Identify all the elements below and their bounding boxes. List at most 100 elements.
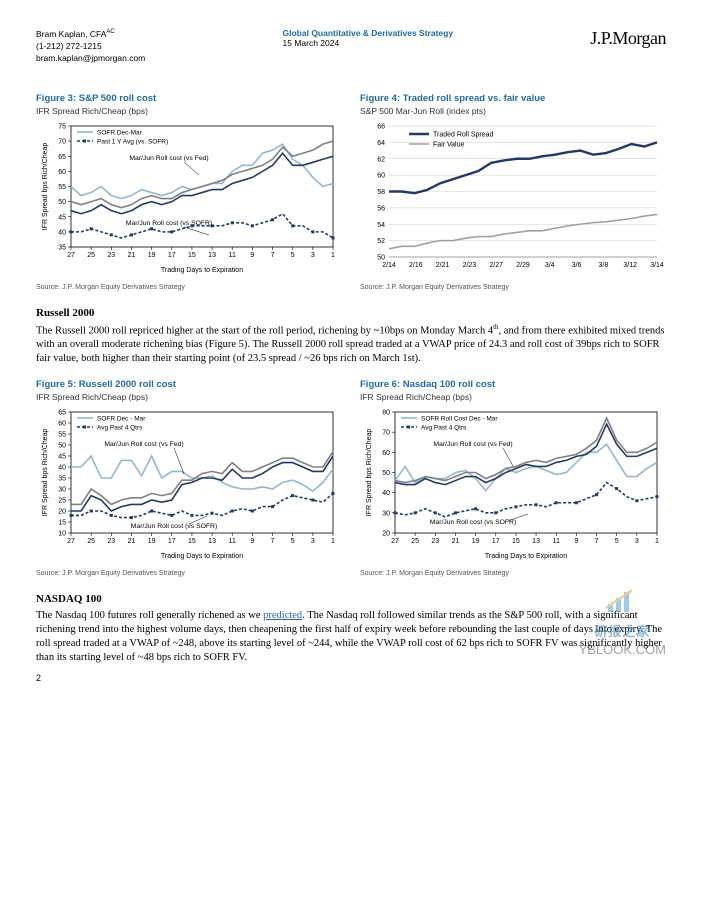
svg-text:SOFR Dec - Mar: SOFR Dec - Mar bbox=[97, 415, 146, 422]
svg-text:65: 65 bbox=[58, 153, 66, 160]
svg-text:58: 58 bbox=[377, 189, 385, 196]
svg-text:5: 5 bbox=[615, 538, 619, 545]
svg-text:9: 9 bbox=[250, 252, 254, 259]
fig3-source: Source: J.P. Morgan Equity Derivatives S… bbox=[36, 284, 342, 291]
author-name: Bram Kaplan, CFA bbox=[36, 29, 106, 39]
svg-text:1: 1 bbox=[331, 252, 335, 259]
svg-text:Traded Roll Spread: Traded Roll Spread bbox=[433, 131, 494, 138]
logo: J.P.Morgan bbox=[590, 28, 666, 49]
predicted-link[interactable]: predicted bbox=[263, 610, 302, 621]
svg-text:60: 60 bbox=[382, 449, 390, 456]
svg-text:80: 80 bbox=[382, 409, 390, 416]
svg-text:5: 5 bbox=[291, 252, 295, 259]
svg-text:40: 40 bbox=[58, 464, 66, 471]
svg-text:IFR Spread bps Rich/Cheap: IFR Spread bps Rich/Cheap bbox=[42, 142, 49, 230]
svg-text:3/8: 3/8 bbox=[599, 262, 609, 269]
svg-text:9: 9 bbox=[250, 538, 254, 545]
svg-text:SOFR Roll Cost Dec - Mar: SOFR Roll Cost Dec - Mar bbox=[421, 415, 498, 422]
svg-text:35: 35 bbox=[58, 244, 66, 251]
nasdaq-body: The Nasdaq 100 futures roll generally ri… bbox=[36, 609, 666, 666]
russell-heading: Russell 2000 bbox=[36, 307, 666, 319]
svg-text:Avg Past 4 Qtrs: Avg Past 4 Qtrs bbox=[421, 424, 467, 431]
svg-text:30: 30 bbox=[58, 486, 66, 493]
svg-text:40: 40 bbox=[382, 490, 390, 497]
page-number: 2 bbox=[36, 673, 41, 683]
svg-text:55: 55 bbox=[58, 431, 66, 438]
svg-text:21: 21 bbox=[128, 538, 136, 545]
svg-text:27: 27 bbox=[67, 538, 75, 545]
author-email: bram.kaplan@jpmorgan.com bbox=[36, 53, 145, 65]
author-sup: AC bbox=[106, 29, 114, 35]
svg-text:2/23: 2/23 bbox=[463, 262, 477, 269]
svg-text:2/21: 2/21 bbox=[436, 262, 450, 269]
svg-text:1: 1 bbox=[331, 538, 335, 545]
svg-text:15: 15 bbox=[58, 519, 66, 526]
svg-text:Mar/Jun Roll cost (vs Fed): Mar/Jun Roll cost (vs Fed) bbox=[433, 441, 512, 448]
svg-text:Avg Past 4 Qtrs: Avg Past 4 Qtrs bbox=[97, 424, 143, 431]
svg-text:13: 13 bbox=[532, 538, 540, 545]
figure-5: Figure 5: Russell 2000 roll cost IFR Spr… bbox=[36, 379, 342, 587]
figure-4: Figure 4: Traded roll spread vs. fair va… bbox=[360, 93, 666, 301]
doc-title: Global Quantitative & Derivatives Strate… bbox=[283, 28, 454, 38]
fig3-sub: IFR Spread Rich/Cheap (bps) bbox=[36, 106, 342, 116]
watermark: 研报之家 YBLOOK.COM bbox=[579, 588, 666, 657]
fig5-sub: IFR Spread Rich/Cheap (bps) bbox=[36, 392, 342, 402]
svg-text:60: 60 bbox=[377, 172, 385, 179]
watermark-text: YBLOOK.COM bbox=[579, 642, 666, 657]
svg-text:50: 50 bbox=[58, 199, 66, 206]
svg-text:75: 75 bbox=[58, 123, 66, 130]
watermark-icon bbox=[602, 588, 642, 616]
svg-text:3: 3 bbox=[635, 538, 639, 545]
figure-3: Figure 3: S&P 500 roll cost IFR Spread R… bbox=[36, 93, 342, 301]
svg-text:3/14: 3/14 bbox=[650, 262, 664, 269]
svg-text:7: 7 bbox=[595, 538, 599, 545]
svg-text:52: 52 bbox=[377, 238, 385, 245]
svg-text:23: 23 bbox=[431, 538, 439, 545]
svg-text:2/16: 2/16 bbox=[409, 262, 423, 269]
svg-text:62: 62 bbox=[377, 156, 385, 163]
fig4-sub: S&P 500 Mar-Jun Roll (index pts) bbox=[360, 106, 666, 116]
fig6-title: Figure 6: Nasdaq 100 roll cost bbox=[360, 379, 666, 390]
svg-text:Trading Days to Expiration: Trading Days to Expiration bbox=[485, 553, 567, 560]
page-header: Bram Kaplan, CFAAC (1-212) 272-1215 bram… bbox=[36, 28, 666, 65]
svg-text:1: 1 bbox=[655, 538, 659, 545]
svg-text:15: 15 bbox=[188, 252, 196, 259]
svg-text:IFR Spread bps Rich/Cheap: IFR Spread bps Rich/Cheap bbox=[42, 428, 49, 516]
svg-text:SOFR Dec-Mar: SOFR Dec-Mar bbox=[97, 129, 143, 136]
svg-text:50: 50 bbox=[58, 442, 66, 449]
svg-text:17: 17 bbox=[168, 538, 176, 545]
fig6-source: Source: J.P. Morgan Equity Derivatives S… bbox=[360, 570, 666, 577]
figure-row-1: Figure 3: S&P 500 roll cost IFR Spread R… bbox=[36, 93, 666, 301]
watermark-logo: 研报之家 bbox=[579, 621, 666, 640]
svg-text:70: 70 bbox=[382, 429, 390, 436]
fig4-source: Source: J.P. Morgan Equity Derivatives S… bbox=[360, 284, 666, 291]
svg-text:3/4: 3/4 bbox=[545, 262, 555, 269]
figure-6: Figure 6: Nasdaq 100 roll cost IFR Sprea… bbox=[360, 379, 666, 587]
author-block: Bram Kaplan, CFAAC (1-212) 272-1215 bram… bbox=[36, 28, 145, 65]
svg-text:3/12: 3/12 bbox=[623, 262, 637, 269]
svg-text:17: 17 bbox=[492, 538, 500, 545]
svg-text:45: 45 bbox=[58, 453, 66, 460]
svg-text:3: 3 bbox=[311, 538, 315, 545]
svg-text:17: 17 bbox=[168, 252, 176, 259]
svg-text:13: 13 bbox=[208, 252, 216, 259]
svg-text:Mar/Jun Roll cost (vs SOFR): Mar/Jun Roll cost (vs SOFR) bbox=[126, 220, 213, 227]
fig5-chart: 1015202530354045505560652725232119171513… bbox=[36, 406, 342, 561]
svg-text:5: 5 bbox=[291, 538, 295, 545]
svg-text:3/6: 3/6 bbox=[572, 262, 582, 269]
russell-p1a: The Russell 2000 roll repriced higher at… bbox=[36, 325, 493, 336]
fig5-title: Figure 5: Russell 2000 roll cost bbox=[36, 379, 342, 390]
svg-text:7: 7 bbox=[271, 538, 275, 545]
svg-text:25: 25 bbox=[87, 538, 95, 545]
svg-text:11: 11 bbox=[229, 252, 236, 259]
author-phone: (1-212) 272-1215 bbox=[36, 41, 145, 53]
svg-text:15: 15 bbox=[188, 538, 196, 545]
svg-text:Mar/Jun Roll cost (vs Fed): Mar/Jun Roll cost (vs Fed) bbox=[104, 441, 183, 448]
fig4-title: Figure 4: Traded roll spread vs. fair va… bbox=[360, 93, 666, 104]
svg-text:19: 19 bbox=[148, 538, 156, 545]
fig3-chart: 3540455055606570752725232119171513119753… bbox=[36, 120, 342, 275]
svg-text:2/14: 2/14 bbox=[382, 262, 396, 269]
svg-text:Trading Days to Expiration: Trading Days to Expiration bbox=[161, 553, 243, 560]
svg-text:3: 3 bbox=[311, 252, 315, 259]
svg-text:11: 11 bbox=[553, 538, 560, 545]
